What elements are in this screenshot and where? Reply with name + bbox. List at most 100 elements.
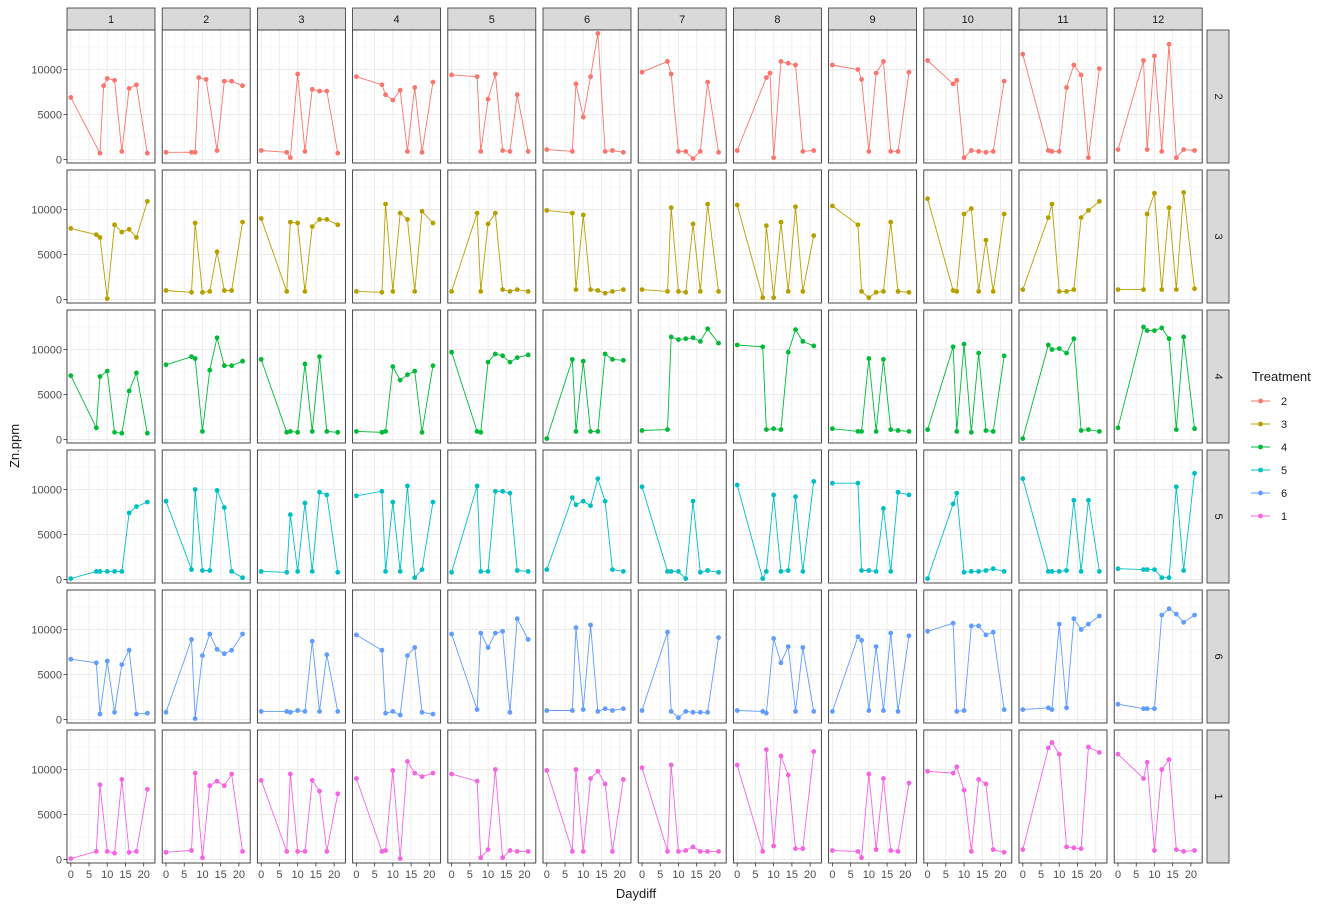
data-point: [412, 289, 418, 294]
data-point: [705, 79, 711, 85]
x-tick-label: 20: [138, 869, 150, 881]
panel-background: [1019, 590, 1107, 723]
data-point: [1192, 148, 1197, 153]
panel-background: [828, 170, 917, 303]
data-point: [954, 764, 960, 770]
panel-border: [1018, 29, 1108, 164]
data-point: [1166, 575, 1172, 581]
data-point: [419, 709, 425, 715]
panel-background: [67, 590, 155, 723]
data-point: [954, 490, 960, 496]
y-tick-label: 0: [56, 295, 62, 307]
data-point: [950, 620, 956, 626]
data-point: [240, 575, 245, 581]
data-point: [492, 630, 498, 636]
data-point: [990, 429, 996, 434]
data-point: [134, 849, 139, 854]
data-point: [697, 149, 703, 154]
panel-border: [161, 449, 251, 584]
panel-border: [828, 169, 918, 304]
data-point: [430, 499, 436, 505]
data-point: [830, 203, 835, 209]
panel-border: [828, 29, 918, 164]
panel-background: [828, 30, 917, 163]
data-point: [1152, 567, 1157, 572]
x-tick-label: 20: [328, 869, 340, 881]
data-point: [569, 357, 575, 362]
panel-background: [257, 170, 346, 303]
y-tick-label: 5000: [38, 810, 62, 822]
data-point: [379, 488, 385, 494]
data-point: [485, 96, 491, 102]
data-point: [192, 356, 198, 361]
data-point: [950, 344, 956, 350]
panel-border: [542, 729, 632, 864]
data-point: [207, 289, 213, 294]
data-point: [683, 848, 689, 853]
data-point: [811, 749, 817, 754]
data-point: [580, 498, 586, 504]
panel-border: [637, 729, 727, 864]
data-point: [1071, 287, 1077, 292]
data-point: [544, 708, 550, 713]
data-point: [602, 781, 608, 787]
panel-background: [352, 730, 441, 863]
data-point: [430, 220, 436, 226]
data-point: [412, 368, 418, 374]
data-point: [295, 708, 301, 713]
panel-border: [1113, 29, 1203, 164]
data-point: [595, 429, 601, 434]
data-point: [192, 487, 198, 492]
data-point: [976, 289, 982, 294]
data-point: [760, 709, 766, 714]
data-point: [97, 235, 103, 240]
data-point: [192, 220, 198, 226]
data-point: [419, 149, 425, 155]
panel-background: [638, 170, 727, 303]
x-tick-label: 15: [119, 869, 131, 881]
data-point: [763, 569, 769, 574]
panel-background: [352, 170, 441, 303]
x-tick-label: 0: [1115, 869, 1121, 881]
data-point: [950, 288, 956, 293]
data-point: [258, 777, 264, 783]
row-strip-label: 1: [1212, 793, 1224, 799]
panel-border: [352, 169, 442, 304]
data-point: [112, 709, 117, 715]
data-point: [1049, 569, 1055, 574]
data-point: [925, 58, 930, 63]
panel-border: [923, 589, 1013, 724]
x-tick-label: 15: [786, 869, 798, 881]
data-point: [112, 850, 117, 856]
x-tick-label: 5: [562, 869, 568, 881]
data-point: [855, 849, 861, 854]
legend-label: 3: [1281, 419, 1287, 431]
data-point: [1192, 286, 1197, 292]
data-point: [93, 232, 99, 238]
data-point: [354, 74, 359, 80]
data-point: [925, 576, 930, 581]
data-point: [335, 222, 341, 228]
column-strip-label: 10: [962, 14, 974, 26]
data-point: [734, 762, 740, 768]
panel-border: [1018, 309, 1108, 444]
data-point: [1152, 848, 1157, 853]
data-point: [602, 351, 608, 357]
data-point: [1078, 215, 1084, 221]
data-point: [1086, 155, 1091, 161]
data-point: [888, 848, 894, 853]
data-point: [925, 768, 930, 774]
data-point: [214, 249, 220, 255]
data-point: [800, 569, 806, 574]
data-point: [705, 326, 711, 332]
panel-background: [447, 30, 536, 163]
panel-background: [638, 590, 727, 723]
data-point: [778, 753, 784, 759]
x-tick-label: 10: [101, 869, 113, 881]
data-point: [1086, 621, 1091, 627]
data-point: [665, 849, 670, 854]
data-point: [474, 483, 480, 489]
data-point: [317, 88, 322, 94]
x-tick-label: 20: [233, 869, 245, 881]
data-point: [697, 849, 703, 854]
